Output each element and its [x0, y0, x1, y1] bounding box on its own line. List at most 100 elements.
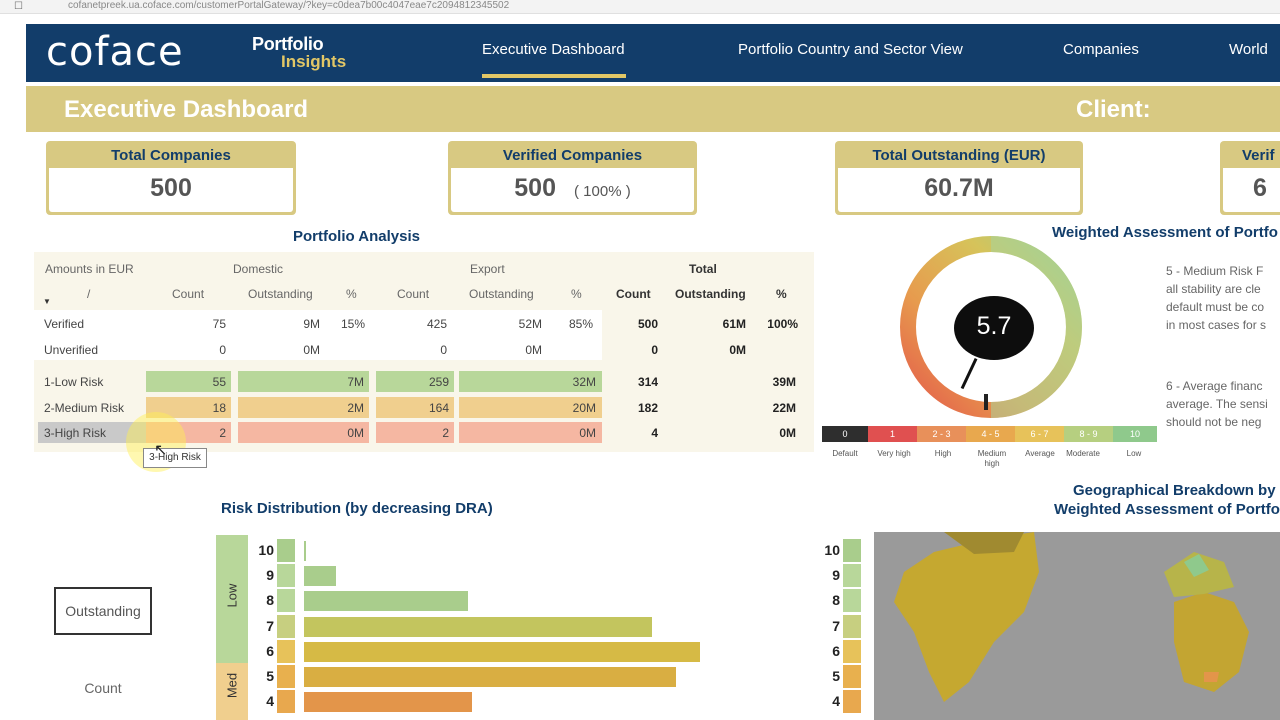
geo-legend-swatch: [843, 690, 861, 714]
geo-legend-label: 9: [832, 567, 840, 584]
map-region-americas[interactable]: [894, 532, 1039, 702]
scale-label: Medium high: [977, 449, 1007, 468]
verified-t-count: 500: [637, 317, 658, 331]
verified-t-out: 61M: [722, 317, 746, 331]
low-e-count: 259: [428, 375, 449, 389]
world-map[interactable]: [874, 532, 1280, 720]
nav-executive-dashboard[interactable]: Executive Dashboard: [482, 41, 625, 58]
verified-d-out: 9M: [303, 317, 320, 331]
col-t-count[interactable]: Count: [616, 287, 651, 301]
url-text[interactable]: cofanetpreek.ua.coface.com/customerPorta…: [68, 0, 510, 11]
sort-down-icon[interactable]: ▼: [43, 297, 51, 306]
geo-legend-label: 8: [832, 592, 840, 609]
col-d-outstanding[interactable]: Outstanding: [248, 287, 313, 301]
scale-segment: 4 - 5: [966, 426, 1015, 442]
verified-e-pct: 85%: [568, 317, 593, 331]
map-region-europe-north[interactable]: [1184, 554, 1209, 577]
col-t-outstanding[interactable]: Outstanding: [675, 287, 746, 301]
row-high-risk-label[interactable]: 3-High Risk: [44, 426, 107, 440]
geo-legend-label: 10: [824, 542, 840, 558]
low-d-count: 55: [212, 375, 226, 389]
unverified-e-out: 0M: [525, 343, 542, 357]
col-d-count[interactable]: Count: [172, 287, 205, 301]
scale-segment: 0: [822, 426, 868, 442]
desc6-line: 6 - Average financ: [1166, 379, 1263, 393]
map-svg: [894, 532, 1249, 702]
row-unverified-label[interactable]: Unverified: [44, 343, 99, 357]
geo-legend-label: 7: [832, 617, 840, 634]
col-t-pct[interactable]: %: [776, 287, 787, 301]
risk-bar[interactable]: [304, 541, 306, 561]
unverified-e-count: 0: [440, 343, 447, 357]
risk-bar[interactable]: [304, 591, 468, 612]
group-total: Total: [689, 262, 717, 276]
col-e-outstanding[interactable]: Outstanding: [469, 287, 534, 301]
y-tick-label: 6: [266, 642, 274, 659]
geo-legend-swatch: [843, 639, 861, 663]
y-category-swatch: [277, 564, 295, 588]
verified-d-pct: 15%: [340, 317, 365, 331]
gauge-value: 5.7: [976, 312, 1012, 340]
cell-high-e-out: [459, 422, 602, 443]
kpi-verified-partial: Verif 6: [1220, 141, 1280, 215]
kpi-percent: ( 100% ): [574, 183, 631, 200]
kpi-value: 500: [514, 174, 556, 202]
risk-bar[interactable]: [304, 641, 700, 662]
cell-low-e-count: [376, 371, 454, 392]
map-region-south[interactable]: [1204, 672, 1219, 682]
scale-segment: 8 - 9: [1064, 426, 1113, 442]
desc5-line: all stability are cle: [1166, 282, 1261, 296]
unverified-t-out: 0M: [729, 343, 746, 357]
tooltip: 3-High Risk: [143, 448, 207, 468]
risk-bar[interactable]: [304, 667, 676, 687]
nav-world[interactable]: World: [1229, 41, 1268, 58]
nav-portfolio-country-sector[interactable]: Portfolio Country and Sector View: [738, 41, 963, 58]
unverified-d-count: 0: [219, 343, 226, 357]
low-t-out: 39M: [772, 375, 796, 389]
row-medium-risk-label[interactable]: 2-Medium Risk: [44, 401, 125, 415]
cell-med-e-out: [459, 397, 602, 418]
high-d-out: 0M: [347, 426, 364, 440]
scale-segment: 10: [1113, 426, 1157, 442]
unverified-t-count: 0: [651, 343, 658, 357]
row-verified-label[interactable]: Verified: [44, 317, 85, 331]
gauge-needle: [960, 358, 978, 390]
high-t-count: 4: [651, 426, 658, 440]
kpi-value: 6: [1253, 174, 1267, 202]
row-low-risk-label[interactable]: 1-Low Risk: [44, 375, 104, 389]
col-e-pct[interactable]: %: [571, 287, 582, 301]
cell-med-d-count: [146, 397, 231, 418]
desc5-line: 5 - Medium Risk F: [1166, 264, 1264, 278]
toggle-count-button[interactable]: Count: [84, 680, 122, 696]
brand-insights: Insights: [281, 52, 347, 71]
portfolio-analysis-title: Portfolio Analysis: [293, 228, 420, 245]
assessment-title: Weighted Assessment of Portfo: [1052, 224, 1278, 241]
geo-title-line1: Geographical Breakdown by: [1073, 482, 1276, 499]
slash-label: /: [87, 287, 91, 301]
coface-logo[interactable]: coface: [46, 29, 184, 75]
kpi-value: 500: [150, 174, 192, 202]
col-e-count[interactable]: Count: [397, 287, 430, 301]
scale-label: High: [934, 449, 952, 458]
gauge-svg: [900, 236, 1082, 418]
verified-d-count: 75: [212, 317, 226, 331]
kpi-label: Total Outstanding (EUR): [872, 147, 1046, 164]
kpi-label: Verified Companies: [502, 147, 643, 164]
risk-bar[interactable]: [304, 692, 472, 713]
group-domestic: Domestic: [233, 262, 284, 276]
risk-bar[interactable]: [304, 616, 652, 637]
map-region-africa[interactable]: [1174, 592, 1249, 692]
nav-companies[interactable]: Companies: [1063, 41, 1139, 58]
risk-bar[interactable]: [304, 566, 336, 587]
y-category-swatch: [277, 690, 295, 714]
map-region-north[interactable]: [944, 532, 1024, 554]
scale-label: Default: [832, 449, 858, 458]
y-category-swatch: [277, 589, 295, 613]
toggle-outstanding-button[interactable]: Outstanding: [54, 587, 152, 635]
low-t-count: 314: [637, 375, 658, 389]
browser-url-bar[interactable]: ☐ cofanetpreek.ua.coface.com/customerPor…: [0, 0, 1280, 14]
geo-legend-swatch: [843, 589, 861, 613]
amounts-label: Amounts in EUR: [45, 262, 134, 276]
geo-legend-label: 6: [832, 642, 840, 659]
col-d-pct[interactable]: %: [346, 287, 357, 301]
